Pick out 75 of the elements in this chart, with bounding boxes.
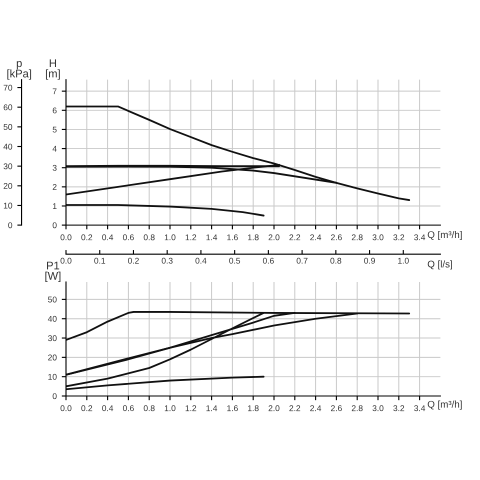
x-tick-label: 3.4 (414, 405, 426, 412)
x2-tick-label: 0.4 (195, 258, 206, 264)
y-tick-label: 6 (52, 108, 57, 114)
y2-axis-title: p [kPa] (7, 61, 32, 80)
x-tick-label: 0.4 (102, 234, 114, 240)
x-tick-label: 3.0 (372, 405, 384, 412)
x2-tick-label: 0.1 (94, 258, 106, 264)
x2-tick-label: 0.0 (60, 258, 72, 264)
y2-tick-label: 0 (8, 222, 12, 228)
x2-axis-title: Q [l/s] (428, 260, 452, 270)
x-tick-label: 1.8 (248, 234, 259, 240)
x2-tick-label: 0.6 (262, 258, 274, 264)
x-tick-label: 3.0 (372, 234, 384, 240)
x-tick-label: 2.2 (289, 234, 300, 240)
y-tick-label: 0 (52, 393, 57, 400)
x-tick-label: 1.2 (186, 234, 196, 240)
y2-tick-label: 30 (4, 163, 12, 170)
x-tick-label: 0.6 (122, 234, 134, 240)
y-tick-label: 5 (52, 126, 57, 133)
x-tick-label: 1.4 (206, 234, 218, 240)
x-tick-label: 0.8 (144, 405, 155, 412)
y-tick-label: 1 (52, 203, 57, 210)
y-axis-title: H [m] (46, 59, 60, 80)
x-tick-label: 0.2 (81, 405, 92, 412)
y-tick-label: 3 (52, 164, 57, 171)
y-tick-label: 30 (48, 335, 57, 342)
y-axis-title: P1 [W] (45, 262, 60, 282)
x-tick-label: 3.4 (414, 234, 426, 240)
x-tick-label: 1.8 (248, 405, 259, 412)
y2-tick-label: 10 (4, 202, 12, 209)
x2-tick-label: 0.2 (128, 258, 139, 264)
y-tick-label: 10 (48, 374, 57, 380)
x-tick-label: 2.2 (289, 405, 300, 412)
y-tick-label: 0 (52, 222, 57, 228)
x2-tick-label: 0.7 (296, 258, 308, 264)
x-tick-label: 2.0 (268, 234, 280, 240)
x-tick-label: 1.4 (206, 405, 218, 412)
x2-tick-label: 0.3 (162, 258, 173, 264)
x-tick-label: 3.2 (393, 234, 404, 240)
x-tick-label: 1.6 (227, 234, 238, 240)
x-tick-label: 0.0 (60, 405, 72, 412)
y-tick-label: 2 (52, 184, 57, 190)
x-tick-label: 1.0 (164, 234, 176, 240)
y-tick-label: 4 (52, 146, 57, 152)
x-tick-label: 2.6 (331, 234, 342, 240)
x-axis-title: Q [m³/h] (428, 400, 462, 410)
x-tick-label: 3.2 (393, 405, 404, 412)
x-tick-label: 0.4 (102, 405, 114, 412)
x-tick-label: 1.0 (164, 405, 176, 412)
x-tick-label: 0.8 (144, 234, 155, 240)
x-tick-label: 2.8 (352, 405, 363, 412)
y-tick-label: 20 (48, 354, 57, 360)
x2-tick-label: 0.5 (229, 258, 240, 264)
x-tick-label: 0.0 (60, 234, 72, 240)
x-tick-label: 0.2 (81, 234, 92, 240)
x2-tick-label: 1.0 (398, 258, 409, 264)
y-tick-label: 40 (48, 316, 57, 322)
x-tick-label: 2.8 (352, 234, 363, 240)
x2-tick-label: 0.9 (364, 258, 375, 264)
y2-tick-label: 70 (4, 84, 12, 91)
y2-tick-label: 60 (4, 104, 12, 110)
x-tick-label: 1.6 (227, 405, 238, 412)
x2-tick-label: 0.8 (330, 258, 342, 264)
x-axis-title: Q [m³/h] (428, 230, 462, 240)
x-tick-label: 2.0 (268, 405, 280, 412)
y2-tick-label: 20 (4, 183, 12, 189)
y-tick-label: 7 (52, 88, 57, 94)
x-tick-label: 2.4 (310, 234, 322, 240)
y-tick-label: 50 (48, 296, 57, 302)
x-tick-label: 0.6 (122, 405, 134, 412)
x-tick-label: 1.2 (186, 405, 196, 412)
x-tick-label: 2.4 (310, 405, 322, 412)
y2-tick-label: 40 (3, 144, 12, 150)
x-tick-label: 2.6 (331, 405, 342, 412)
y2-tick-label: 50 (4, 124, 12, 130)
